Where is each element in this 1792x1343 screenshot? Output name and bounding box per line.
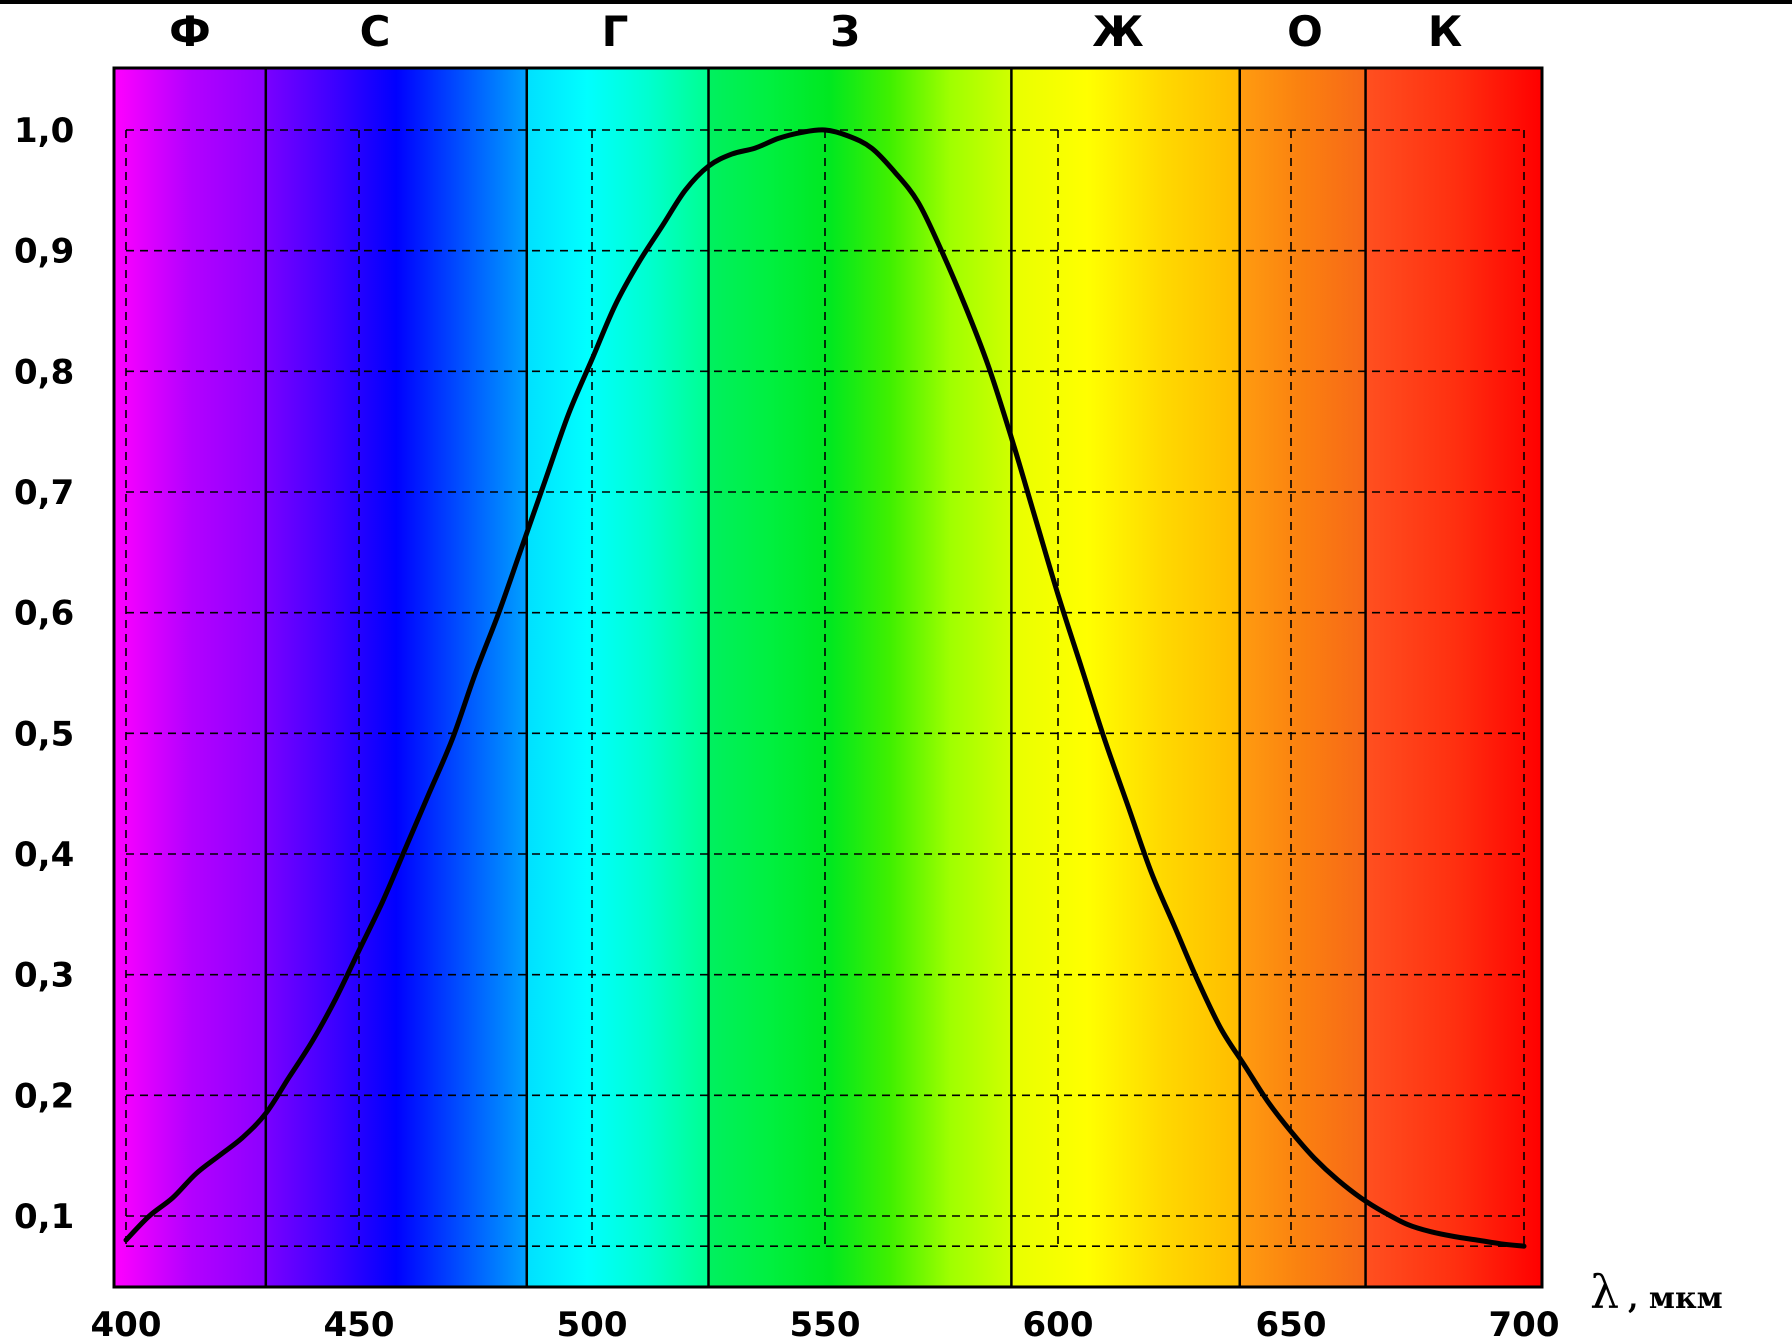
x-axis-symbol: λ	[1590, 1265, 1619, 1319]
x-tick-label: 650	[1256, 1305, 1327, 1343]
x-tick-label: 700	[1489, 1305, 1560, 1343]
plot-frame	[112, 66, 1544, 1289]
y-tick-label: 0,6	[14, 594, 74, 634]
band-label: З	[830, 7, 860, 56]
x-tick-label: 400	[91, 1305, 162, 1343]
y-tick-label: 0,2	[14, 1076, 74, 1116]
x-tick-label: 500	[557, 1305, 628, 1343]
sensitivity-curve	[123, 127, 1527, 1249]
band-dividers	[264, 68, 1367, 1287]
color-band-2	[265, 68, 527, 1287]
color-band-4	[708, 68, 1012, 1287]
x-axis-ticks: 400 450 500 550 600 650 700	[91, 1305, 1560, 1343]
y-tick-label: 0,4	[14, 835, 74, 875]
x-tick-label: 550	[790, 1305, 861, 1343]
x-tick-label: 600	[1023, 1305, 1094, 1343]
color-band-7	[1365, 68, 1542, 1287]
color-band-6	[1239, 68, 1366, 1287]
sensitivity-curve-line	[123, 127, 1527, 1249]
y-tick-label: 0,8	[14, 352, 74, 392]
x-axis-unit: , мкм	[1628, 1281, 1723, 1316]
y-tick-label: 0,1	[14, 1197, 74, 1237]
y-tick-label: 0,9	[14, 232, 74, 272]
band-label: К	[1428, 7, 1462, 56]
color-band-3	[526, 68, 709, 1287]
y-tick-label: 0,7	[14, 473, 74, 513]
band-label: О	[1287, 7, 1323, 56]
color-band-1	[114, 68, 266, 1287]
color-band-5	[1011, 68, 1240, 1287]
band-label: С	[360, 7, 391, 56]
band-label: Ж	[1092, 7, 1143, 56]
y-tick-label: 0,3	[14, 956, 74, 996]
color-bands	[114, 68, 1542, 1287]
y-axis-ticks: 0,1 0,2 0,3 0,4 0,5 0,6 0,7 0,8 0,9 1,0	[14, 111, 74, 1237]
band-label: Ф	[169, 7, 211, 56]
grid-lines	[125, 129, 1525, 1247]
x-tick-label: 450	[324, 1305, 395, 1343]
band-label: Г	[602, 7, 629, 56]
y-tick-label: 1,0	[14, 111, 74, 151]
y-tick-label: 0,5	[14, 714, 74, 754]
